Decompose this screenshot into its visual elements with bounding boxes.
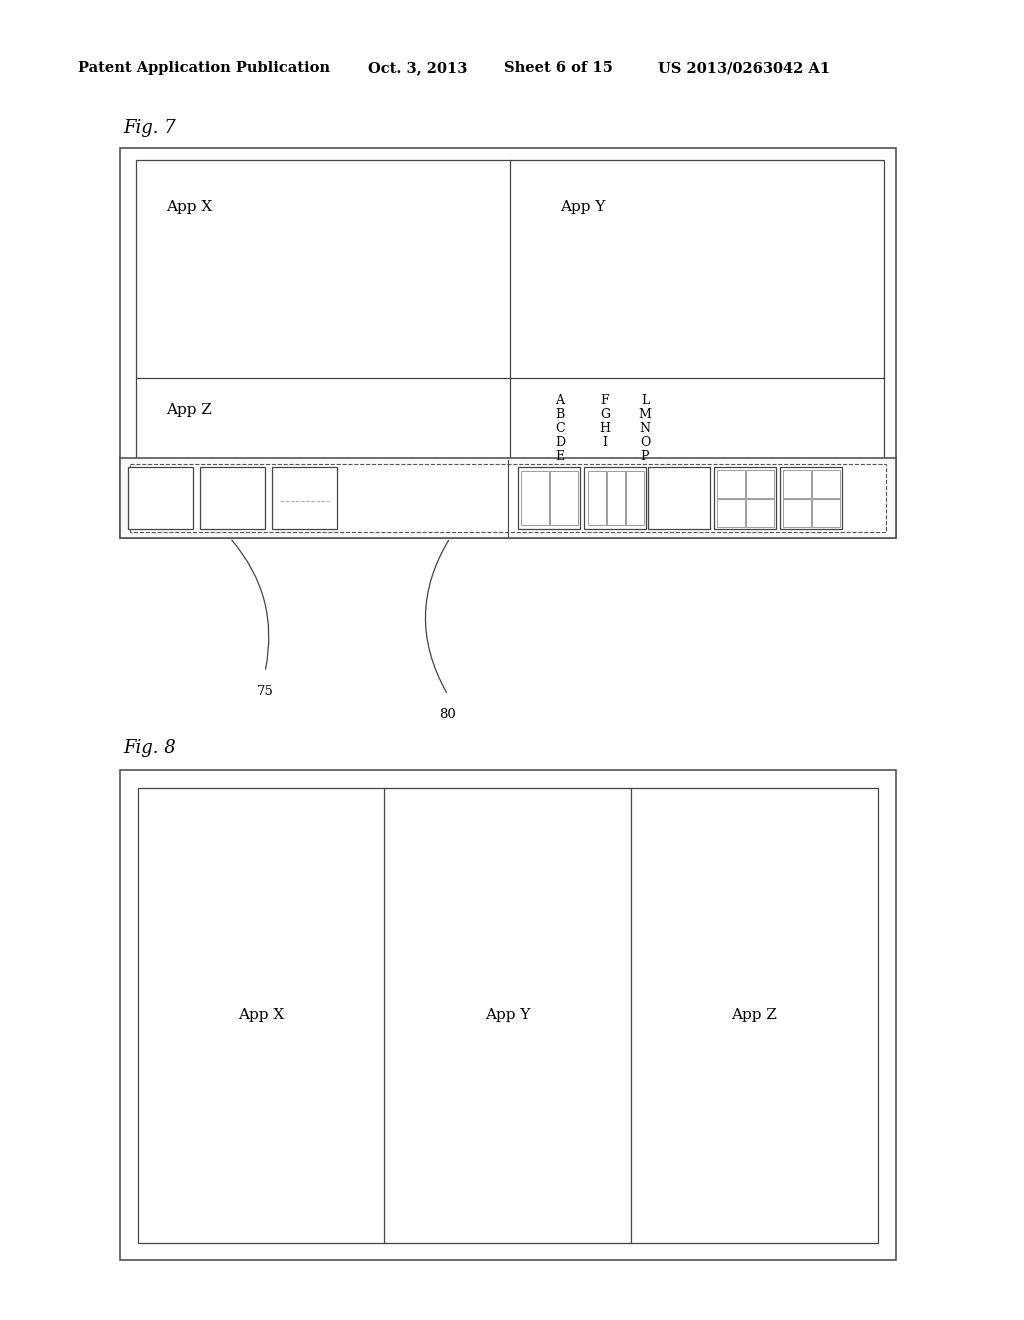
Text: F: F: [601, 393, 609, 407]
Text: Fig. 7: Fig. 7: [123, 119, 176, 137]
Bar: [550, 471, 578, 525]
Bar: [746, 499, 774, 527]
Bar: [521, 471, 549, 525]
Text: E: E: [555, 450, 564, 462]
Text: App Y: App Y: [485, 1008, 530, 1022]
Text: App Y: App Y: [560, 201, 605, 214]
Bar: [783, 499, 811, 527]
Bar: [584, 467, 646, 529]
Bar: [607, 471, 625, 525]
Text: 80: 80: [439, 708, 457, 721]
Text: Fig. 8: Fig. 8: [123, 739, 176, 756]
Bar: [717, 499, 745, 527]
Text: O: O: [640, 436, 650, 449]
Bar: [780, 467, 842, 529]
Bar: [200, 467, 265, 529]
Text: Oct. 3, 2013: Oct. 3, 2013: [368, 61, 467, 75]
Text: H: H: [599, 421, 610, 434]
Text: D: D: [555, 436, 565, 449]
Text: Sheet 6 of 15: Sheet 6 of 15: [504, 61, 613, 75]
Text: App Z: App Z: [731, 1008, 777, 1022]
Bar: [138, 788, 878, 1243]
Bar: [783, 470, 811, 498]
Text: App Z: App Z: [166, 403, 212, 417]
Text: N: N: [640, 421, 650, 434]
Text: 75: 75: [257, 685, 273, 698]
Bar: [136, 160, 884, 528]
Bar: [746, 470, 774, 498]
Text: C: C: [555, 421, 565, 434]
Bar: [626, 471, 644, 525]
Bar: [128, 467, 193, 529]
Text: App X: App X: [166, 201, 212, 214]
Bar: [272, 467, 337, 529]
Text: US 2013/0263042 A1: US 2013/0263042 A1: [658, 61, 830, 75]
Bar: [120, 770, 896, 1261]
Bar: [130, 465, 886, 532]
Bar: [120, 148, 896, 539]
Text: B: B: [555, 408, 564, 421]
Text: Patent Application Publication: Patent Application Publication: [78, 61, 330, 75]
Bar: [812, 499, 840, 527]
Bar: [120, 458, 896, 539]
Bar: [518, 467, 580, 529]
Text: I: I: [602, 436, 607, 449]
Text: App X: App X: [238, 1008, 284, 1022]
Bar: [717, 470, 745, 498]
Text: M: M: [639, 408, 651, 421]
Bar: [648, 467, 710, 529]
Text: P: P: [641, 450, 649, 462]
Bar: [714, 467, 776, 529]
Bar: [588, 471, 606, 525]
Text: A: A: [555, 393, 564, 407]
Bar: [812, 470, 840, 498]
Text: G: G: [600, 408, 610, 421]
Text: L: L: [641, 393, 649, 407]
